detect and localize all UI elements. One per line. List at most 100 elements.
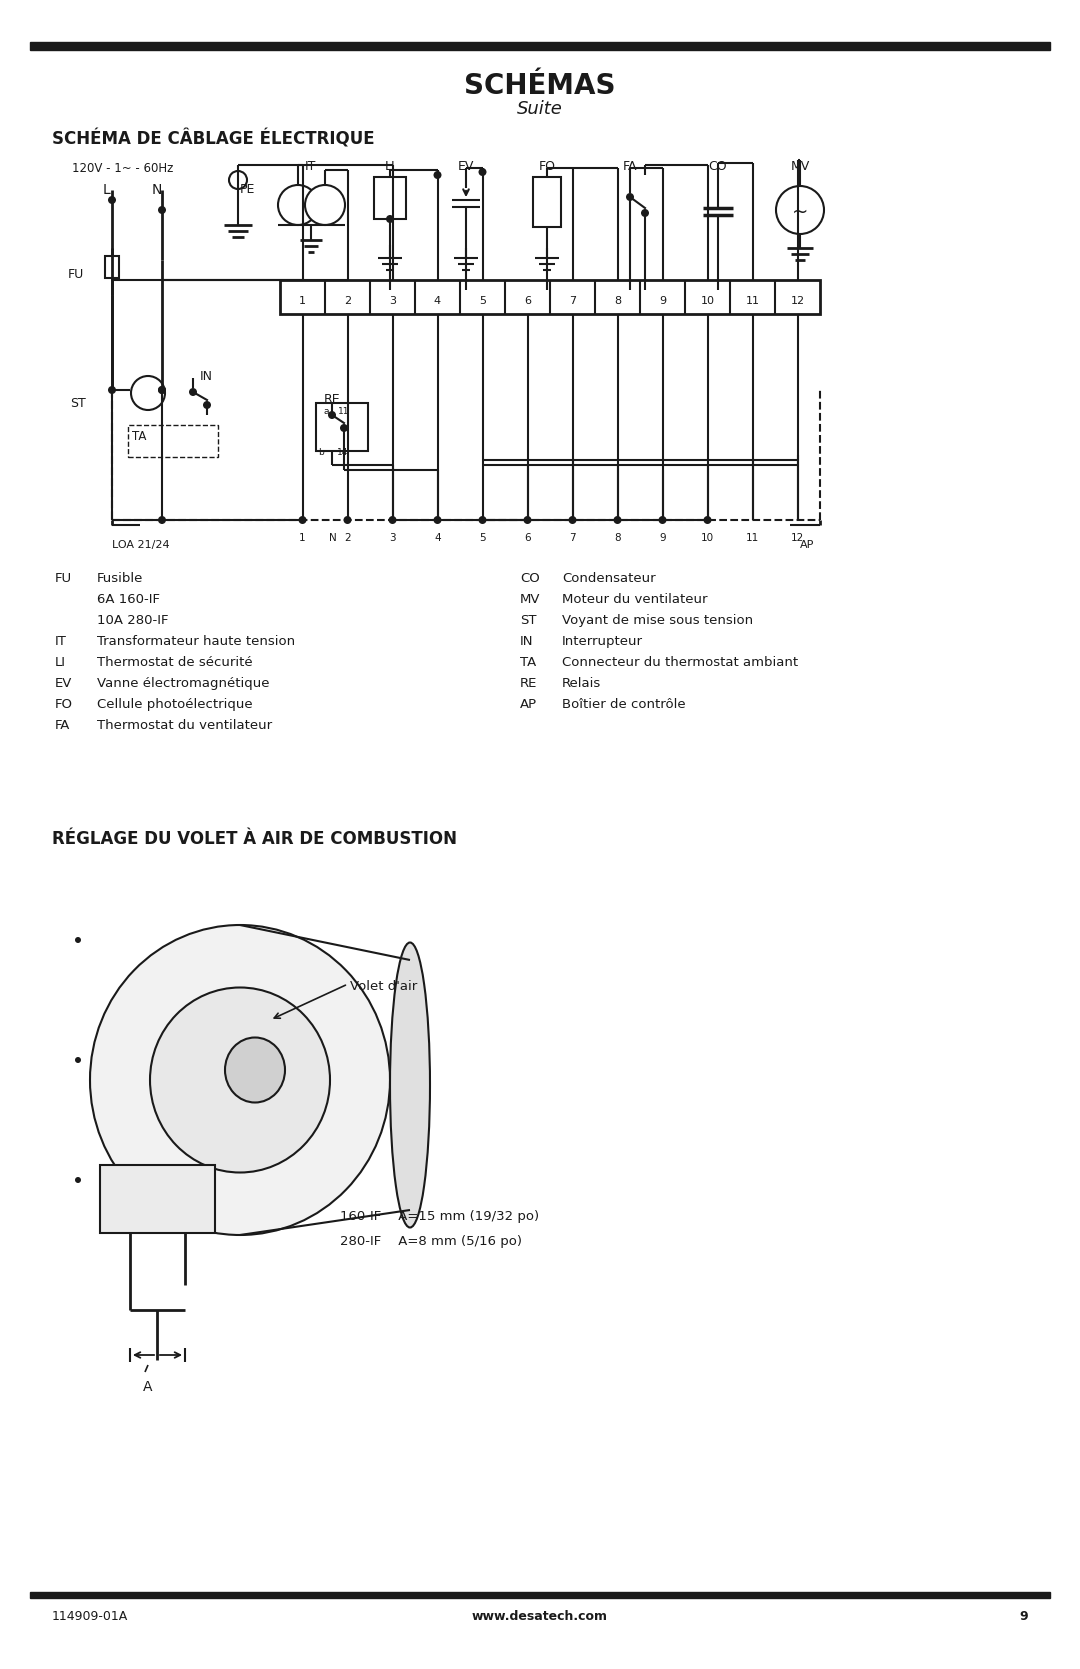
Text: LI: LI (384, 160, 395, 174)
Text: Suite: Suite (517, 100, 563, 118)
Text: CO: CO (519, 572, 540, 586)
Circle shape (642, 209, 649, 217)
Circle shape (278, 185, 318, 225)
Bar (316, 402, 368, 451)
Text: Cellule photoélectrique: Cellule photoélectrique (97, 698, 253, 711)
Text: 2: 2 (345, 532, 351, 542)
Text: 4: 4 (434, 295, 441, 305)
Text: ST: ST (519, 614, 537, 628)
Text: N: N (152, 184, 162, 197)
Text: Thermostat du ventilateur: Thermostat du ventilateur (97, 719, 272, 733)
Text: FO: FO (539, 160, 555, 174)
Bar (100, 1165, 215, 1233)
Circle shape (108, 386, 116, 394)
Text: L: L (103, 184, 111, 197)
Text: Relais: Relais (562, 678, 602, 689)
Text: 14: 14 (337, 447, 349, 457)
Circle shape (626, 194, 634, 200)
Circle shape (343, 516, 351, 524)
Text: 1: 1 (299, 295, 306, 305)
Text: IN: IN (200, 371, 213, 382)
Text: SCHÉMAS: SCHÉMAS (464, 72, 616, 100)
Circle shape (158, 205, 166, 214)
Text: 3: 3 (389, 532, 395, 542)
Circle shape (305, 185, 345, 225)
Text: 1: 1 (299, 532, 306, 542)
Circle shape (298, 516, 307, 524)
Text: 12: 12 (791, 532, 805, 542)
Text: LI: LI (55, 656, 66, 669)
Circle shape (389, 516, 396, 524)
Circle shape (478, 516, 486, 524)
Text: Fusible: Fusible (97, 572, 144, 586)
Bar (30, 1592, 1050, 1597)
Circle shape (568, 516, 577, 524)
Text: 3: 3 (389, 295, 396, 305)
Text: RÉGLAGE DU VOLET À AIR DE COMBUSTION: RÉGLAGE DU VOLET À AIR DE COMBUSTION (52, 829, 457, 848)
Text: Interrupteur: Interrupteur (562, 634, 643, 648)
Bar (105, 255, 119, 279)
Text: 5: 5 (480, 532, 486, 542)
Text: 5: 5 (480, 295, 486, 305)
Circle shape (613, 516, 621, 524)
Bar (129, 426, 218, 457)
Circle shape (433, 170, 442, 179)
Text: 11: 11 (745, 295, 759, 305)
Text: 6: 6 (524, 295, 531, 305)
Text: EV: EV (55, 678, 72, 689)
Text: IT: IT (55, 634, 67, 648)
Text: b: b (318, 447, 324, 457)
Text: 280-IF    A=8 mm (5/16 po): 280-IF A=8 mm (5/16 po) (340, 1235, 522, 1248)
Text: 114909-01A: 114909-01A (52, 1611, 129, 1622)
Text: Moteur du ventilateur: Moteur du ventilateur (562, 592, 707, 606)
Text: AP: AP (800, 541, 814, 551)
Text: 8: 8 (613, 295, 621, 305)
Text: Condensateur: Condensateur (562, 572, 656, 586)
Circle shape (75, 936, 81, 943)
Text: IT: IT (305, 160, 315, 174)
Text: Transformateur haute tension: Transformateur haute tension (97, 634, 295, 648)
Text: 2: 2 (343, 295, 351, 305)
Circle shape (158, 386, 166, 394)
Circle shape (229, 170, 247, 189)
Text: 8: 8 (615, 532, 621, 542)
Text: 6: 6 (524, 532, 530, 542)
Text: N: N (328, 532, 336, 542)
Bar (374, 177, 406, 219)
Circle shape (703, 516, 712, 524)
Text: a: a (324, 407, 329, 416)
Circle shape (158, 516, 166, 524)
Text: EV: EV (458, 160, 474, 174)
Circle shape (433, 516, 442, 524)
Text: 9: 9 (659, 532, 665, 542)
Text: A: A (144, 1380, 152, 1394)
Ellipse shape (225, 1038, 285, 1103)
Ellipse shape (390, 943, 430, 1227)
Text: LOA 21/24: LOA 21/24 (112, 541, 170, 551)
Text: 160-IF    A=15 mm (19/32 po): 160-IF A=15 mm (19/32 po) (340, 1210, 539, 1223)
Text: 6A 160-IF: 6A 160-IF (97, 592, 160, 606)
Text: TA: TA (132, 431, 147, 442)
Circle shape (203, 401, 211, 409)
Circle shape (131, 376, 165, 411)
Circle shape (777, 185, 824, 234)
Text: PE: PE (240, 184, 255, 195)
Circle shape (75, 1177, 81, 1183)
Text: SCHÉMA DE CÂBLAGE ÉLECTRIQUE: SCHÉMA DE CÂBLAGE ÉLECTRIQUE (52, 130, 375, 149)
Text: Connecteur du thermostat ambiant: Connecteur du thermostat ambiant (562, 656, 798, 669)
Circle shape (108, 195, 116, 204)
Text: 7: 7 (569, 532, 576, 542)
Text: Vanne électromagnétique: Vanne électromagnétique (97, 678, 270, 689)
Text: www.desatech.com: www.desatech.com (472, 1611, 608, 1622)
Circle shape (659, 516, 666, 524)
Text: MV: MV (791, 160, 810, 174)
Ellipse shape (150, 988, 330, 1173)
Circle shape (386, 215, 394, 224)
Text: AP: AP (519, 698, 537, 711)
Text: 11: 11 (746, 532, 759, 542)
Text: ST: ST (70, 397, 85, 411)
Text: 10A 280-IF: 10A 280-IF (97, 614, 168, 628)
Text: Boîtier de contrôle: Boîtier de contrôle (562, 698, 686, 711)
Circle shape (75, 1056, 81, 1063)
Text: ~: ~ (792, 202, 808, 222)
